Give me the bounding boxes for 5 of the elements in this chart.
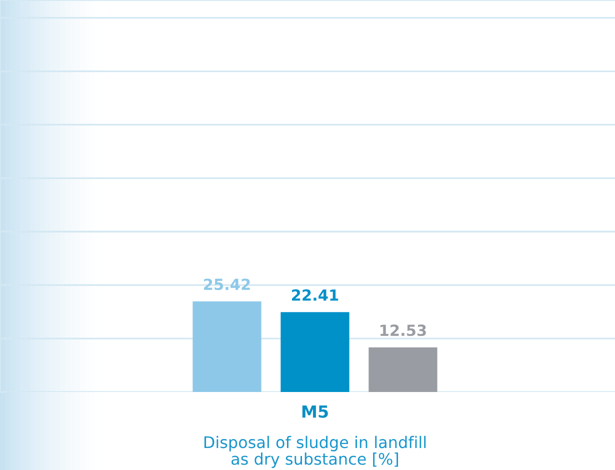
data-label: 25.42 <box>204 278 250 290</box>
data-label: 22.41 <box>292 289 338 301</box>
x-axis-title: Disposal of sludge in landfill as dry substance [%] <box>204 436 426 468</box>
data-label: 12.53 <box>380 324 426 336</box>
text: M5 <box>302 405 328 418</box>
